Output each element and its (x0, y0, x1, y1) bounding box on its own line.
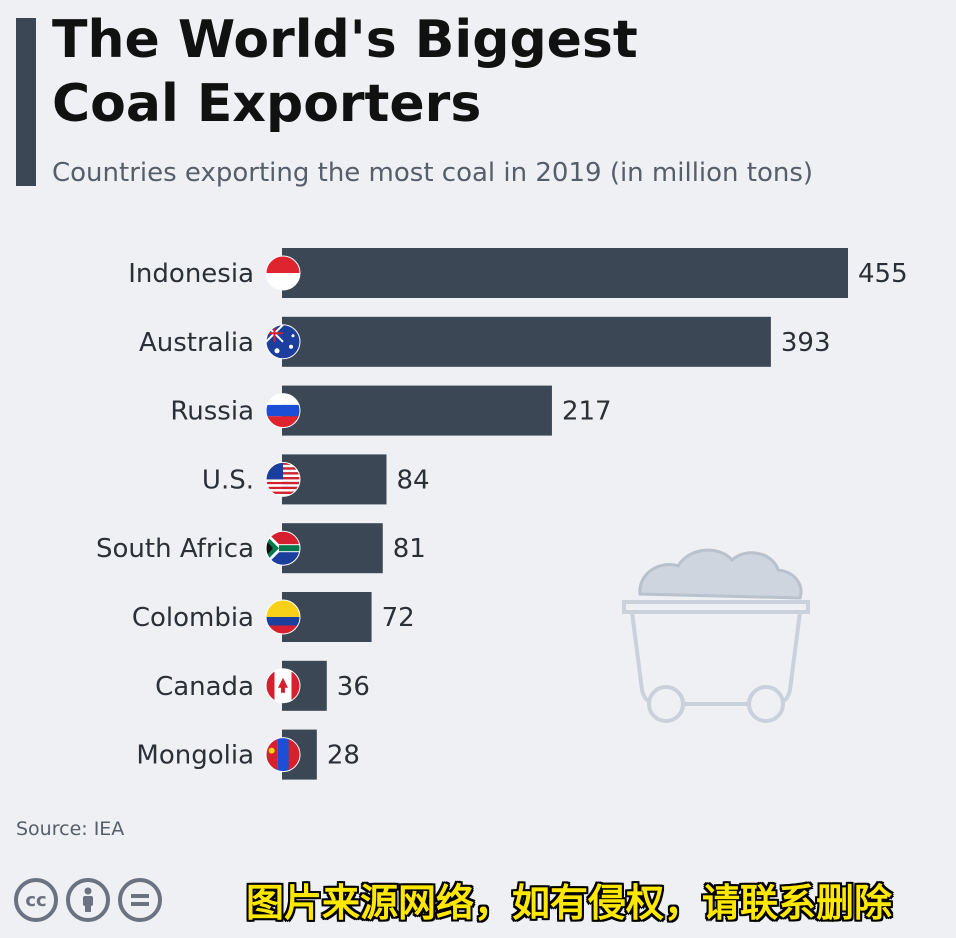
header-accent-bar (16, 18, 36, 186)
no-derivatives-icon (118, 878, 162, 922)
bar-chart: Indonesia 455 Australia 393 Russia 217 U.S. 84 S… (96, 248, 908, 780)
value-label: 72 (382, 603, 415, 633)
category-label: Mongolia (136, 741, 254, 771)
category-label: U.S. (202, 465, 254, 495)
watermark-text: 图片来源网络，如有侵权，请联系删除 (246, 881, 893, 925)
value-label: 36 (337, 672, 370, 702)
chart-subtitle: Countries exporting the most coal in 201… (52, 158, 814, 188)
category-label: Australia (139, 328, 254, 358)
category-label: Colombia (132, 603, 254, 633)
chart-title: The World's Biggest Coal Exporters (52, 10, 638, 134)
value-label: 84 (396, 465, 429, 495)
bar-russia (282, 385, 552, 436)
colombia-flag-icon (265, 599, 301, 635)
category-label: Canada (155, 672, 254, 702)
australia-flag-icon (265, 324, 301, 360)
category-label: Indonesia (128, 259, 254, 289)
license-icons: cc (14, 878, 170, 922)
value-label: 455 (858, 259, 908, 289)
source-note: Source: IEA (16, 818, 125, 840)
attribution-icon (66, 878, 110, 922)
mongolia-flag-icon (265, 737, 301, 773)
indonesia-flag-icon (265, 255, 301, 291)
bar-indonesia (282, 248, 848, 298)
russia-flag-icon (265, 393, 301, 429)
category-label: South Africa (96, 534, 254, 564)
value-label: 81 (393, 534, 426, 564)
category-label: Russia (170, 397, 254, 427)
value-label: 217 (562, 397, 612, 427)
value-label: 393 (781, 328, 831, 358)
coal-cart-icon (622, 548, 810, 723)
us-flag-icon (265, 461, 301, 497)
bar-australia (282, 316, 771, 367)
canada-flag-icon (265, 668, 301, 704)
value-label: 28 (327, 741, 360, 771)
cc-icon: cc (14, 878, 58, 922)
south-africa-flag-icon (265, 530, 301, 566)
